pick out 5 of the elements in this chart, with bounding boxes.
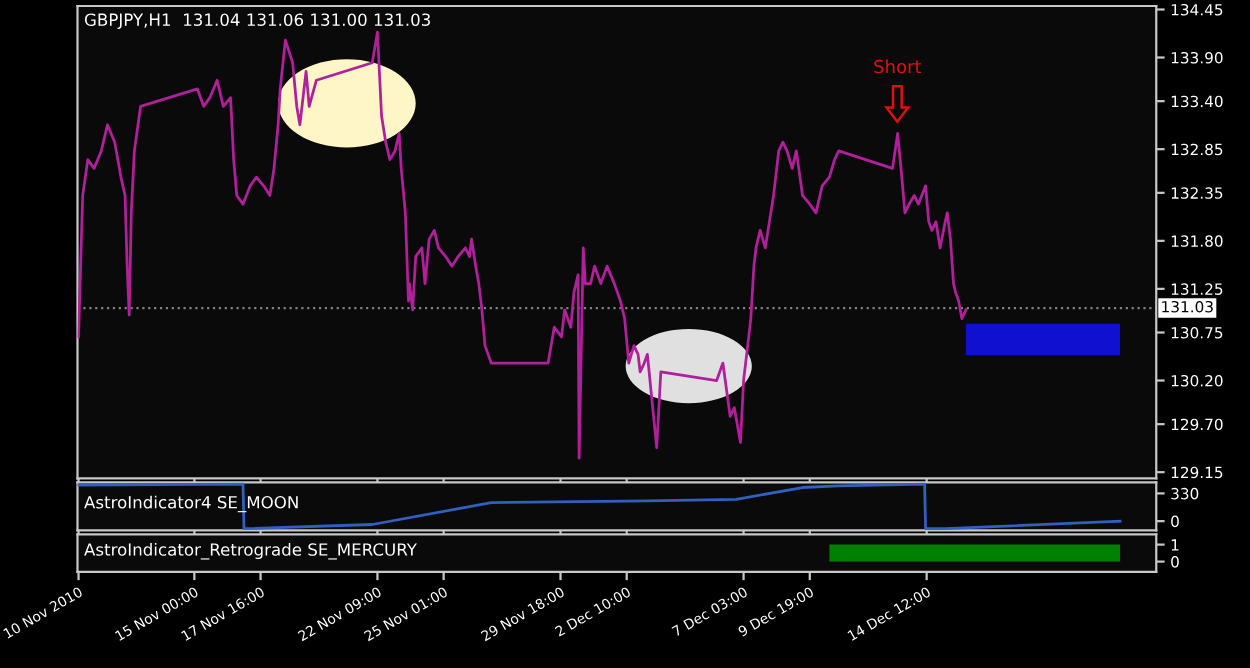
line-series bbox=[77, 30, 968, 460]
chart-title: GBPJPY,H1 131.04 131.06 131.00 131.03 bbox=[84, 13, 430, 30]
text: AstroIndicator_Retrograde SE_MERCURY bbox=[84, 542, 417, 560]
annotation: Short bbox=[874, 59, 922, 74]
line-series bbox=[77, 482, 1122, 531]
